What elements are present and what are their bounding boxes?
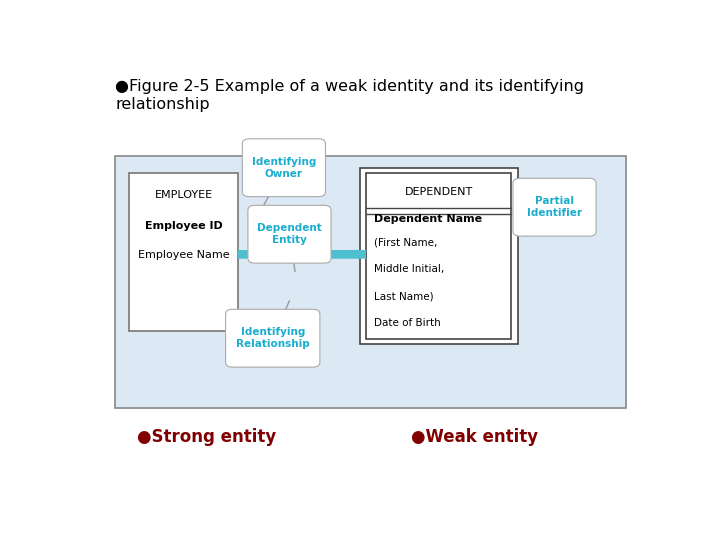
Text: Identifying
Relationship: Identifying Relationship [236,327,310,349]
Text: Employee ID: Employee ID [145,221,222,231]
Text: (First Name,: (First Name, [374,238,437,247]
Text: ●Strong entity: ●Strong entity [138,428,276,446]
FancyBboxPatch shape [84,60,654,485]
Text: Date of Birth: Date of Birth [374,319,441,328]
FancyBboxPatch shape [513,178,596,236]
Text: EMPLOYEE: EMPLOYEE [154,190,212,200]
Text: DEPENDENT: DEPENDENT [405,187,473,198]
Text: Partial
Identifier: Partial Identifier [527,197,582,218]
FancyBboxPatch shape [225,309,320,367]
Text: ●Weak entity: ●Weak entity [411,428,538,446]
Text: Identifying
Owner: Identifying Owner [252,157,316,179]
FancyBboxPatch shape [243,139,325,197]
Text: ●Figure 2-5 Example of a weak identity and its identifying
relationship: ●Figure 2-5 Example of a weak identity a… [115,79,584,112]
Text: Dependent
Entity: Dependent Entity [257,224,322,245]
FancyBboxPatch shape [115,156,626,408]
Polygon shape [238,250,366,258]
FancyBboxPatch shape [129,173,238,331]
Text: Employee Name: Employee Name [138,250,229,260]
FancyBboxPatch shape [248,205,331,263]
Text: Last Name): Last Name) [374,292,433,301]
Text: Carries: Carries [282,234,322,244]
FancyBboxPatch shape [366,173,511,339]
Text: Middle Initial,: Middle Initial, [374,265,444,274]
FancyBboxPatch shape [359,168,518,344]
Text: Dependent Name: Dependent Name [374,214,482,225]
